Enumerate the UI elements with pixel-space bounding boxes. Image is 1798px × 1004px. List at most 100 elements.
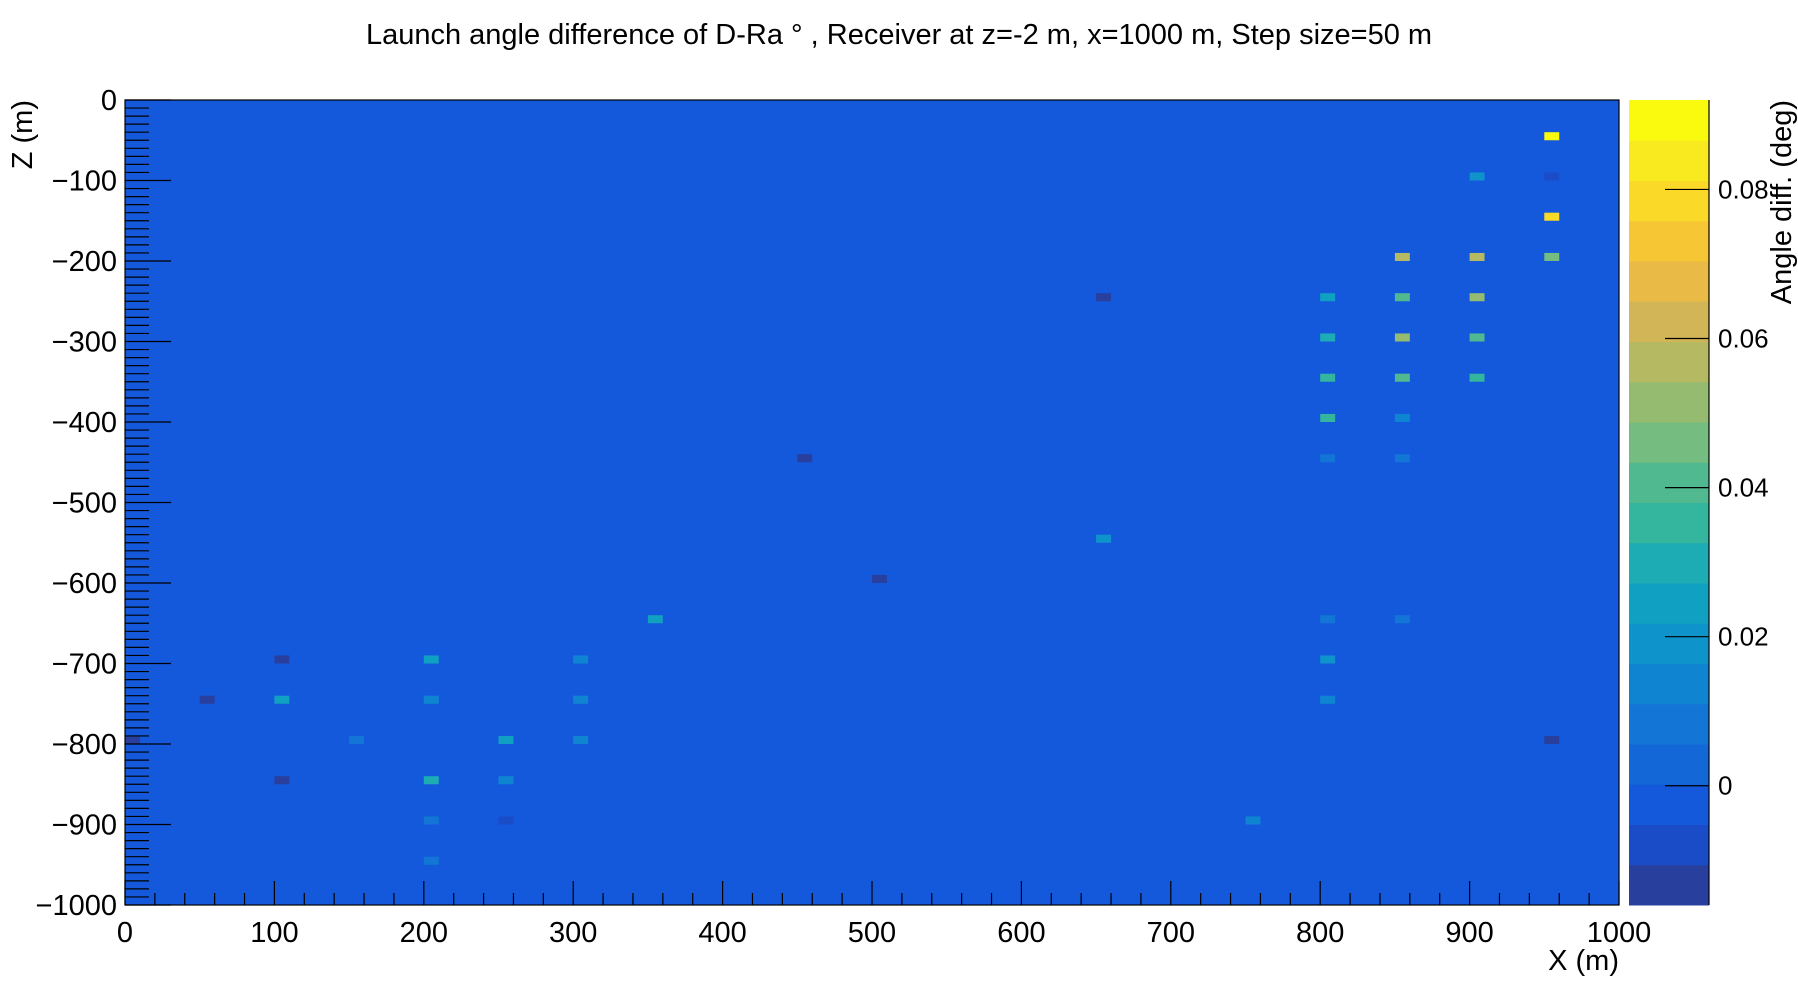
x-tick-label: 300: [549, 917, 597, 949]
color-scale-band: [1629, 502, 1709, 544]
heatmap-cell: [199, 695, 215, 704]
heatmap-cell: [349, 735, 365, 744]
heatmap-cell: [573, 695, 589, 704]
heatmap-cell: [647, 615, 663, 624]
y-tick-label: −300: [52, 327, 117, 359]
heatmap-cell: [423, 856, 439, 865]
y-axis-label: Z (m): [7, 100, 39, 169]
heatmap-cell: [423, 816, 439, 825]
heatmap-cell: [1394, 413, 1410, 422]
color-scale-band: [1629, 583, 1709, 624]
color-scale-band: [1629, 341, 1709, 383]
x-axis-label: X (m): [1548, 945, 1619, 977]
color-scale-label: Angle diff. (deg): [1766, 100, 1798, 304]
color-scale-band: [1629, 703, 1709, 745]
heatmap-cell: [1320, 615, 1336, 624]
heatmap-cell: [1544, 132, 1560, 141]
color-scale: 0 0.02 0.04 0.06 0.08: [1629, 100, 1769, 906]
x-tick-label: 1000: [1587, 917, 1652, 949]
heatmap-cell: [498, 816, 514, 825]
heatmap-cell: [1469, 252, 1485, 261]
color-scale-band: [1629, 462, 1709, 503]
heatmap-cell: [1469, 333, 1485, 342]
heatmap-cell: [573, 776, 589, 785]
heatmap-cell: [1320, 212, 1336, 221]
heatmap-cell: [1394, 333, 1410, 342]
heatmap-cell: [498, 776, 514, 785]
heatmap-cell: [1469, 172, 1485, 181]
heatmap-cell: [1245, 816, 1261, 825]
y-tick-label: −800: [52, 729, 117, 761]
color-scale-band: [1629, 422, 1709, 463]
heatmap-cell: [423, 776, 439, 785]
heatmap-cell: [647, 695, 663, 704]
heatmap-cell: [1320, 655, 1336, 664]
x-tick-label: 500: [848, 917, 896, 949]
y-tick-label: −100: [52, 166, 117, 198]
color-scale-band: [1629, 180, 1709, 222]
color-scale-tick-label: 0: [1718, 771, 1732, 801]
heatmap-cell: [1469, 293, 1485, 302]
heatmap-cell: [1469, 212, 1485, 221]
heatmap-cells: [125, 100, 1619, 905]
heatmap-cell: [1096, 293, 1112, 302]
heatmap-cell: [1320, 695, 1336, 704]
color-scale-band: [1629, 301, 1709, 342]
color-scale-band: [1629, 864, 1709, 906]
heatmap-cell: [1469, 373, 1485, 382]
heatmap-cell: [872, 574, 887, 583]
y-tick-label: −1000: [36, 890, 117, 922]
color-scale-band: [1629, 744, 1709, 785]
heatmap-cell: [274, 776, 290, 785]
color-scale-band: [1629, 542, 1709, 584]
heatmap-cell: [125, 735, 140, 744]
y-tick-label: −700: [52, 649, 117, 681]
x-tick-label: 0: [117, 917, 133, 949]
heatmap-cell: [1320, 454, 1336, 463]
color-scale-band: [1629, 663, 1709, 705]
color-scale-band: [1629, 824, 1709, 866]
color-scale-band: [1629, 100, 1709, 141]
x-tick-label: 400: [698, 917, 746, 949]
color-scale-band: [1629, 261, 1709, 302]
heatmap-cell: [1394, 293, 1410, 302]
heatmap-cell: [1096, 534, 1112, 543]
color-scale-band: [1629, 381, 1709, 423]
heatmap-cell: [1320, 293, 1336, 302]
heatmap-cell: [349, 615, 365, 624]
color-scale-tick-label: 0.04: [1718, 473, 1769, 503]
heatmap-cell: [274, 615, 290, 624]
heatmap-cell: [274, 655, 290, 664]
heatmap-background-bin: [125, 100, 1619, 905]
heatmap-cell: [1320, 373, 1336, 382]
heatmap-cell: [274, 695, 290, 704]
y-tick-label: −600: [52, 568, 117, 600]
color-scale-band: [1629, 623, 1709, 664]
heatmap-cell: [1544, 252, 1560, 261]
axes: 0 100 200 300 400 500 600 700 800 900 1000 0 −100 −20…: [36, 85, 1652, 949]
y-tick-label: 0: [101, 85, 117, 117]
color-scale-band: [1629, 220, 1709, 262]
x-tick-label: 800: [1296, 917, 1344, 949]
heatmap-cell: [498, 735, 514, 744]
heatmap-cell: [1394, 373, 1410, 382]
color-scale-band: [1629, 140, 1709, 181]
y-tick-label: −900: [52, 810, 117, 842]
heatmap-cell: [1544, 735, 1560, 744]
y-tick-label: −500: [52, 488, 117, 520]
y-tick-label: −400: [52, 407, 117, 439]
heatmap-cell: [423, 695, 439, 704]
heatmap-cell: [1544, 172, 1560, 181]
heatmap-cell: [573, 735, 589, 744]
heatmap-cell: [1544, 212, 1560, 221]
heatmap-cell: [573, 655, 589, 664]
x-tick-label: 200: [400, 917, 448, 949]
x-tick-label: 100: [250, 917, 298, 949]
color-scale-band: [1629, 784, 1709, 825]
heatmap-cell: [498, 615, 514, 624]
x-tick-label: 900: [1445, 917, 1493, 949]
color-scale-tick-label: 0.06: [1718, 324, 1769, 354]
heatmap-cell: [423, 655, 439, 664]
heatmap-cell: [1394, 252, 1410, 261]
heatmap-cell: [1320, 333, 1336, 342]
